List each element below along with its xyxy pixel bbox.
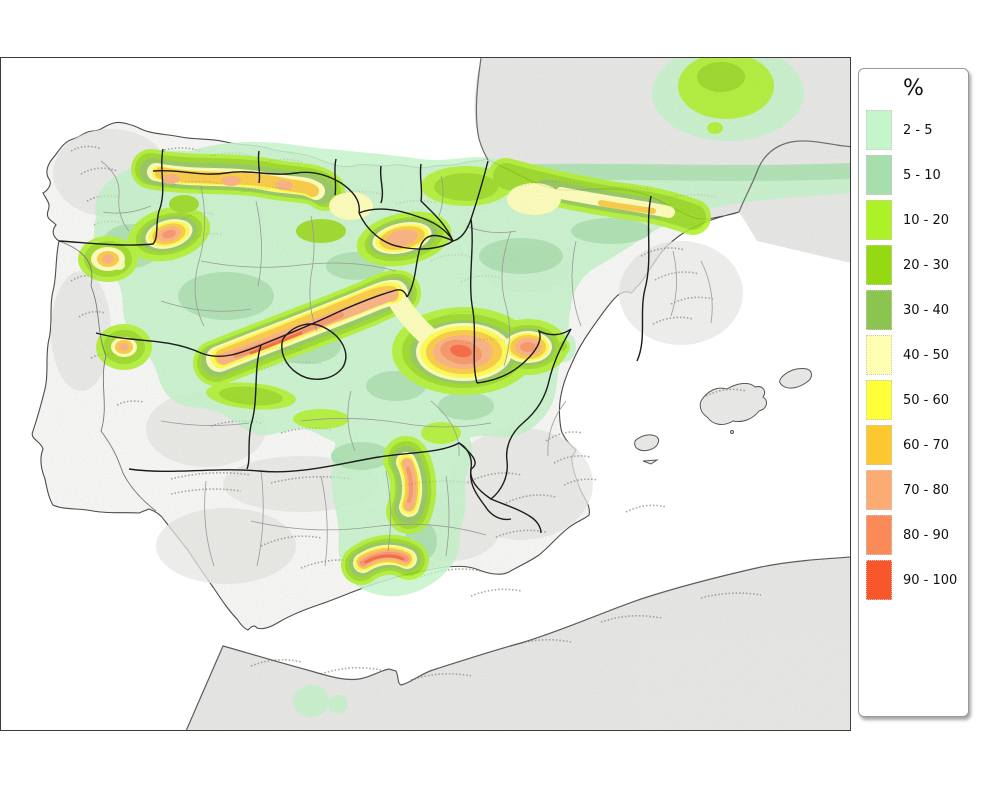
portugal-border — [58, 240, 157, 512]
legend-item: 70 - 80 — [866, 470, 968, 510]
region-borders — [58, 148, 652, 534]
africa-coastline — [185, 556, 850, 730]
snow-probability-map — [1, 58, 850, 730]
province-borders — [100, 160, 713, 567]
legend-label: 2 - 5 — [903, 122, 933, 138]
legend-label: 80 - 90 — [903, 527, 950, 543]
legend-swatch — [866, 200, 892, 240]
legend-label: 60 - 70 — [903, 437, 950, 453]
legend-item: 10 - 20 — [866, 200, 968, 240]
legend-label: 50 - 60 — [903, 392, 950, 408]
legend-label: 20 - 30 — [903, 257, 950, 273]
legend-swatch — [866, 110, 892, 150]
legend-item: 50 - 60 — [866, 380, 968, 420]
legend-item: 30 - 40 — [866, 290, 968, 330]
legend-swatch — [866, 515, 892, 555]
legend-item: 5 - 10 — [866, 155, 968, 195]
legend-title: % — [903, 76, 924, 101]
legend-swatch — [866, 290, 892, 330]
legend-swatch — [866, 425, 892, 465]
legend-item: 40 - 50 — [866, 335, 968, 375]
legend-label: 40 - 50 — [903, 347, 950, 363]
legend-swatch — [866, 245, 892, 285]
legend-item: 60 - 70 — [866, 425, 968, 465]
legend-item: 80 - 90 — [866, 515, 968, 555]
legend-label: 90 - 100 — [903, 572, 958, 588]
legend-swatch — [866, 470, 892, 510]
legend-item: 90 - 100 — [866, 560, 968, 600]
legend-swatch — [866, 560, 892, 600]
legend-label: 70 - 80 — [903, 482, 950, 498]
legend-item: 20 - 30 — [866, 245, 968, 285]
legend-panel: % 2 - 5 5 - 10 10 - 20 20 - 30 30 - 40 4… — [858, 68, 969, 717]
map-canvas: © Agencia Estatal de Meteorología Probab… — [0, 57, 851, 731]
legend-label: 30 - 40 — [903, 302, 950, 318]
coastlines — [475, 58, 850, 213]
legend-label: 5 - 10 — [903, 167, 941, 183]
legend-item: 2 - 5 — [866, 110, 968, 150]
legend-swatch — [866, 380, 892, 420]
legend-swatch — [866, 155, 892, 195]
legend-label: 10 - 20 — [903, 212, 950, 228]
legend-swatch — [866, 335, 892, 375]
